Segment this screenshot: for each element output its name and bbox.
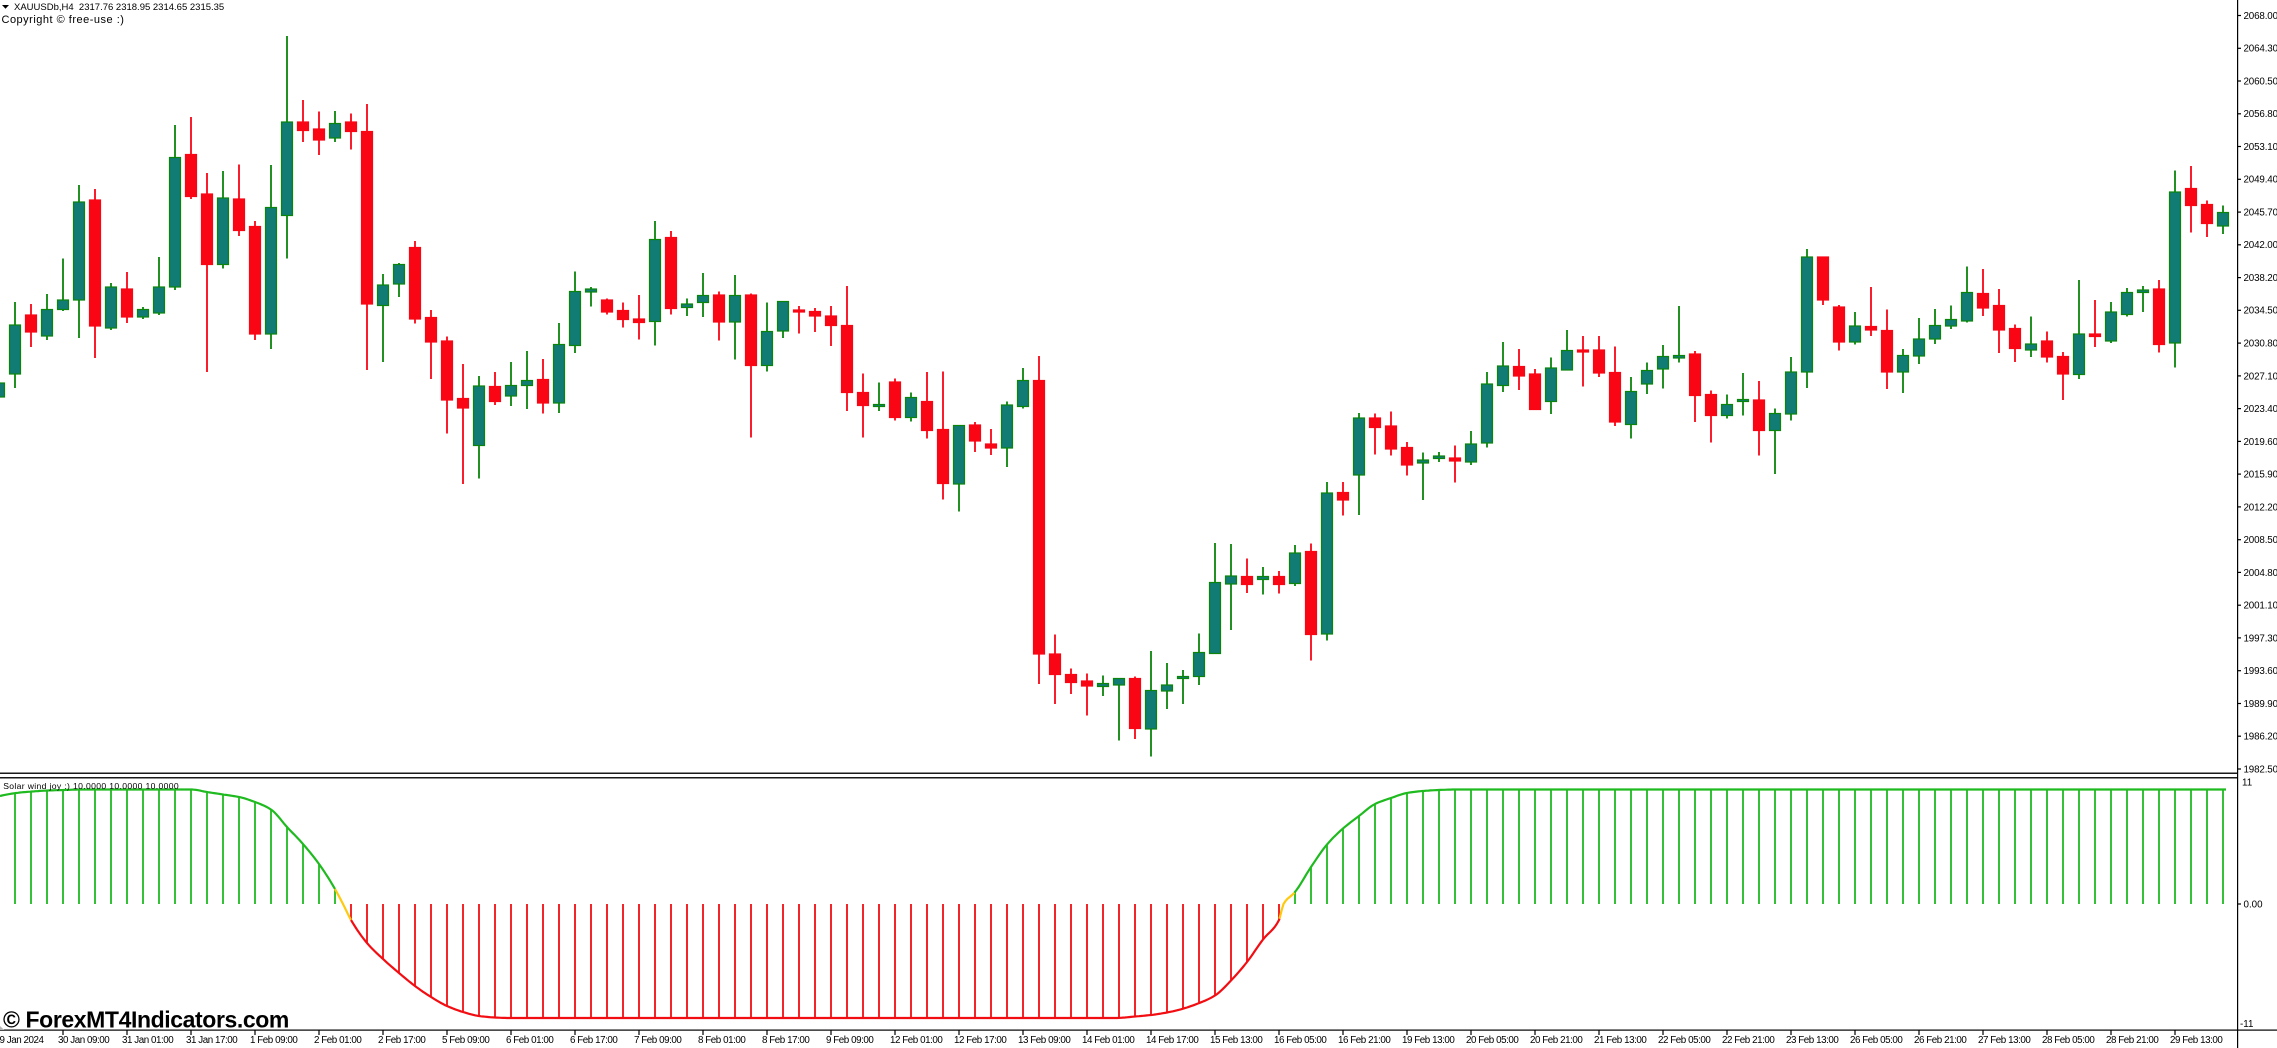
svg-text:2008.50: 2008.50 (2244, 535, 2277, 546)
svg-text:2 Feb 17:00: 2 Feb 17:00 (378, 1035, 426, 1046)
svg-text:2034.50: 2034.50 (2244, 306, 2277, 317)
svg-text:2056.80: 2056.80 (2244, 109, 2277, 120)
svg-text:8 Feb 17:00: 8 Feb 17:00 (762, 1035, 810, 1046)
svg-text:2015.90: 2015.90 (2244, 470, 2277, 481)
svg-text:12 Feb 01:00: 12 Feb 01:00 (890, 1035, 943, 1046)
svg-text:2042.00: 2042.00 (2244, 240, 2277, 251)
svg-text:20 Feb 05:00: 20 Feb 05:00 (1466, 1035, 1519, 1046)
svg-text:26 Feb 21:00: 26 Feb 21:00 (1914, 1035, 1967, 1046)
svg-text:31 Jan 17:00: 31 Jan 17:00 (186, 1035, 238, 1046)
svg-text:© ForexMT4Indicators.com: © ForexMT4Indicators.com (3, 1007, 289, 1033)
svg-text:XAUUSDb,H4 2317.76 2318.95 23: XAUUSDb,H4 2317.76 2318.95 2314.65 2315.… (14, 2, 224, 13)
svg-text:2023.40: 2023.40 (2244, 404, 2277, 415)
svg-text:27 Feb 13:00: 27 Feb 13:00 (1978, 1035, 2031, 1046)
svg-text:6 Feb 17:00: 6 Feb 17:00 (570, 1035, 618, 1046)
svg-text:14 Feb 01:00: 14 Feb 01:00 (1082, 1035, 1135, 1046)
svg-text:0.00: 0.00 (2244, 899, 2264, 910)
svg-text:19 Feb 13:00: 19 Feb 13:00 (1402, 1035, 1455, 1046)
svg-text:20 Feb 21:00: 20 Feb 21:00 (1530, 1035, 1583, 1046)
svg-text:1982.50: 1982.50 (2244, 764, 2277, 775)
svg-text:Solar wind joy :) 10.0000 10.0: Solar wind joy :) 10.0000 10.0000 10.000… (3, 781, 179, 791)
svg-text:2038.20: 2038.20 (2244, 273, 2277, 284)
svg-text:9 Feb 09:00: 9 Feb 09:00 (826, 1035, 874, 1046)
svg-text:2 Feb 01:00: 2 Feb 01:00 (314, 1035, 362, 1046)
svg-text:16 Feb 21:00: 16 Feb 21:00 (1338, 1035, 1391, 1046)
svg-text:29 Jan 2024: 29 Jan 2024 (0, 1035, 44, 1046)
svg-text:12 Feb 17:00: 12 Feb 17:00 (954, 1035, 1007, 1046)
svg-text:11: 11 (2242, 778, 2252, 789)
svg-text:2064.30: 2064.30 (2244, 44, 2277, 55)
svg-text:22 Feb 21:00: 22 Feb 21:00 (1722, 1035, 1775, 1046)
svg-text:1986.20: 1986.20 (2244, 732, 2277, 743)
svg-text:2030.80: 2030.80 (2244, 339, 2277, 350)
svg-text:7 Feb 09:00: 7 Feb 09:00 (634, 1035, 682, 1046)
svg-text:8 Feb 01:00: 8 Feb 01:00 (698, 1035, 746, 1046)
svg-text:14 Feb 17:00: 14 Feb 17:00 (1146, 1035, 1199, 1046)
svg-text:1997.30: 1997.30 (2244, 633, 2277, 644)
svg-text:6 Feb 01:00: 6 Feb 01:00 (506, 1035, 554, 1046)
svg-text:23 Feb 13:00: 23 Feb 13:00 (1786, 1035, 1839, 1046)
svg-text:2027.10: 2027.10 (2244, 371, 2277, 382)
svg-text:29 Feb 13:00: 29 Feb 13:00 (2170, 1035, 2223, 1046)
svg-text:16 Feb 05:00: 16 Feb 05:00 (1274, 1035, 1327, 1046)
svg-text:21 Feb 13:00: 21 Feb 13:00 (1594, 1035, 1647, 1046)
svg-text:2001.10: 2001.10 (2244, 601, 2277, 612)
svg-text:-11: -11 (2240, 1019, 2253, 1030)
svg-text:2053.10: 2053.10 (2244, 142, 2277, 153)
svg-text:28 Feb 21:00: 28 Feb 21:00 (2106, 1035, 2159, 1046)
svg-text:13 Feb 09:00: 13 Feb 09:00 (1018, 1035, 1071, 1046)
svg-text:31 Jan 01:00: 31 Jan 01:00 (122, 1035, 174, 1046)
svg-text:22 Feb 05:00: 22 Feb 05:00 (1658, 1035, 1711, 1046)
svg-text:30 Jan 09:00: 30 Jan 09:00 (58, 1035, 110, 1046)
svg-text:2019.60: 2019.60 (2244, 437, 2277, 448)
svg-text:2049.40: 2049.40 (2244, 175, 2277, 186)
svg-text:2004.80: 2004.80 (2244, 568, 2277, 579)
svg-text:Copyright © free-use :): Copyright © free-use :) (2, 14, 125, 26)
svg-text:15 Feb 13:00: 15 Feb 13:00 (1210, 1035, 1263, 1046)
svg-text:28 Feb 05:00: 28 Feb 05:00 (2042, 1035, 2095, 1046)
svg-text:26 Feb 05:00: 26 Feb 05:00 (1850, 1035, 1903, 1046)
svg-text:1 Feb 09:00: 1 Feb 09:00 (250, 1035, 298, 1046)
svg-text:1993.60: 1993.60 (2244, 666, 2277, 677)
svg-text:2045.70: 2045.70 (2244, 208, 2277, 219)
svg-text:2068.00: 2068.00 (2244, 11, 2277, 22)
svg-text:5 Feb 09:00: 5 Feb 09:00 (442, 1035, 490, 1046)
svg-text:2060.50: 2060.50 (2244, 76, 2277, 87)
svg-text:1989.90: 1989.90 (2244, 699, 2277, 710)
svg-text:2012.20: 2012.20 (2244, 502, 2277, 513)
